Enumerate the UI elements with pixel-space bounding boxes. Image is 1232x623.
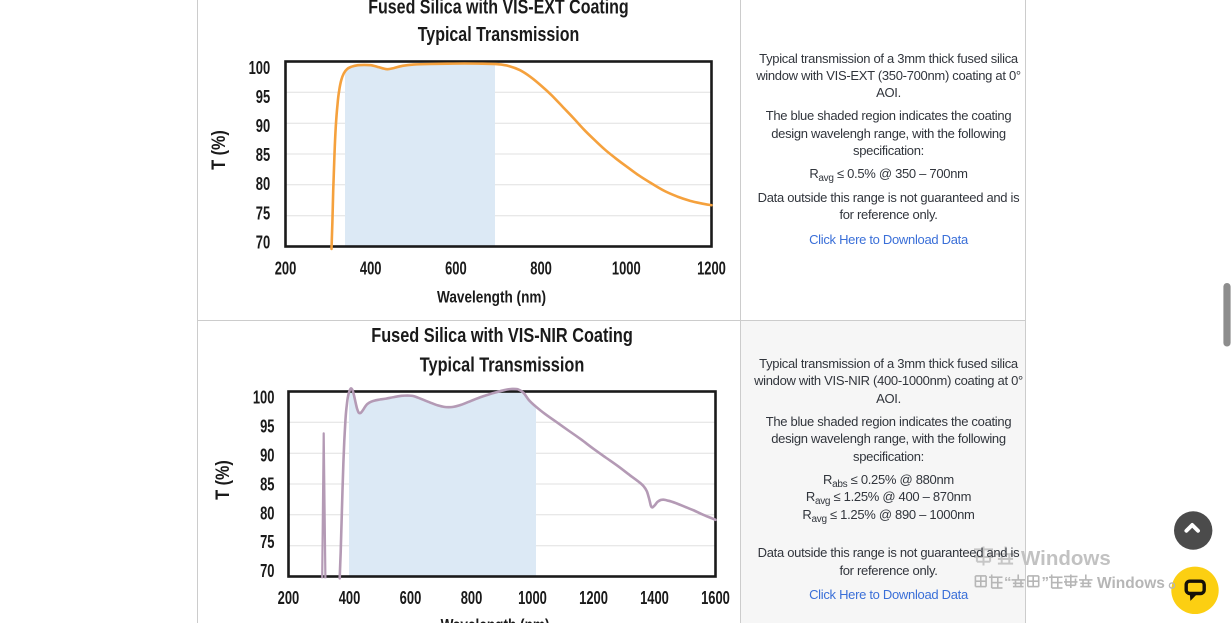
svg-text:Typical Transmission: Typical Transmission: [420, 353, 584, 376]
svg-text:80: 80: [256, 175, 270, 195]
svg-text:600: 600: [400, 589, 422, 609]
svg-text:90: 90: [256, 117, 270, 137]
svg-text:75: 75: [260, 533, 274, 553]
svg-text:85: 85: [260, 475, 274, 495]
svg-text:Wavelength (nm): Wavelength (nm): [437, 288, 546, 307]
svg-text:1200: 1200: [579, 589, 608, 609]
svg-text:70: 70: [256, 233, 270, 253]
svg-text:1400: 1400: [640, 589, 669, 609]
svg-text:Wavelength (nm): Wavelength (nm): [441, 616, 550, 623]
svg-text:95: 95: [256, 88, 270, 108]
svg-text:100: 100: [253, 389, 275, 409]
svg-text:100: 100: [249, 59, 271, 79]
svg-text:Fused Silica with VIS-EXT Coat: Fused Silica with VIS-EXT Coating: [368, 0, 628, 18]
svg-text:800: 800: [530, 259, 552, 279]
svg-text:T (%): T (%): [208, 130, 230, 169]
svg-text:Typical Transmission: Typical Transmission: [418, 23, 580, 45]
svg-text:200: 200: [278, 589, 300, 609]
svg-text:70: 70: [260, 562, 274, 582]
svg-text:600: 600: [445, 259, 467, 279]
svg-text:Windows: Windows: [1021, 547, 1111, 570]
svg-text:”: ”: [1042, 574, 1050, 591]
svg-text:85: 85: [256, 146, 270, 166]
svg-text:1200: 1200: [697, 259, 726, 279]
svg-text:400: 400: [360, 259, 382, 279]
svg-text:200: 200: [275, 259, 297, 279]
svg-text:75: 75: [256, 204, 270, 224]
svg-text:1000: 1000: [518, 589, 547, 609]
svg-text:1600: 1600: [701, 589, 730, 609]
svg-text:“: “: [1004, 574, 1012, 591]
svg-text:90: 90: [260, 446, 274, 466]
svg-text:Fused Silica with VIS-NIR Coat: Fused Silica with VIS-NIR Coating: [371, 323, 633, 346]
svg-text:800: 800: [461, 589, 483, 609]
svg-text:80: 80: [260, 504, 274, 524]
svg-text:95: 95: [260, 418, 274, 438]
svg-text:Windows: Windows: [1097, 575, 1165, 592]
svg-text:T (%): T (%): [212, 460, 234, 499]
svg-text:400: 400: [339, 589, 361, 609]
svg-text:1000: 1000: [612, 259, 641, 279]
